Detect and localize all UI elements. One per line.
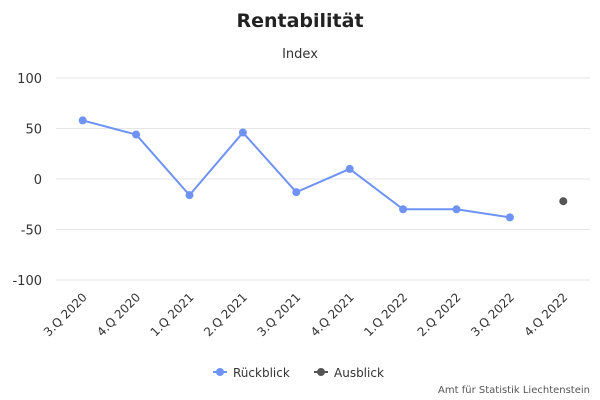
chart-credit[interactable]: Amt für Statistik Liechtenstein — [438, 385, 590, 396]
legend-label: Rückblick — [233, 366, 290, 380]
chart-subtitle: Index — [282, 47, 318, 62]
y-tick-label: 100 — [17, 72, 42, 87]
data-point[interactable] — [399, 205, 408, 214]
data-point[interactable] — [78, 116, 87, 125]
series-group — [559, 197, 568, 206]
y-axis-ticks: -100 -50 0 50 100 — [12, 72, 42, 289]
x-tick-label: 3.Q 2021 — [254, 290, 303, 339]
legend-label: Ausblick — [334, 366, 384, 380]
legend-item[interactable]: Rückblick — [213, 366, 290, 380]
series-line — [82, 119, 511, 219]
y-tick-label: 50 — [25, 123, 42, 138]
x-tick-label: 4.Q 2022 — [521, 290, 570, 339]
data-point[interactable] — [132, 130, 141, 139]
data-point[interactable] — [238, 128, 247, 137]
legend-dot-marker — [216, 368, 224, 376]
legend-dot-marker — [317, 368, 325, 376]
y-tick-label: 0 — [34, 173, 42, 188]
y-tick-label: -100 — [12, 274, 42, 289]
data-point[interactable] — [505, 213, 514, 222]
y-tick-label: -50 — [21, 224, 42, 239]
x-tick-label: 2.Q 2022 — [415, 290, 464, 339]
legend-item[interactable]: Ausblick — [314, 366, 384, 380]
x-tick-label: 3.Q 2020 — [41, 290, 90, 339]
data-point[interactable] — [452, 205, 461, 214]
data-point[interactable] — [292, 188, 301, 197]
x-tick-label: 3.Q 2022 — [468, 290, 517, 339]
data-point[interactable] — [345, 164, 354, 173]
x-axis-ticks: 3.Q 2020 4.Q 2020 1.Q 2021 2.Q 2021 3.Q 2021… — [41, 290, 571, 339]
legend[interactable]: Rückblick Ausblick — [213, 366, 384, 380]
data-point[interactable] — [185, 191, 194, 200]
x-tick-label: 4.Q 2020 — [94, 290, 143, 339]
x-tick-label: 1.Q 2022 — [361, 290, 410, 339]
series — [78, 116, 568, 222]
data-point[interactable] — [559, 197, 568, 206]
x-tick-label: 2.Q 2021 — [201, 290, 250, 339]
grid-lines — [56, 77, 590, 281]
x-tick-label: 1.Q 2021 — [148, 290, 197, 339]
series-group — [78, 116, 514, 222]
chart-title: Rentabilität — [236, 10, 363, 32]
x-tick-label: 4.Q 2021 — [308, 290, 357, 339]
